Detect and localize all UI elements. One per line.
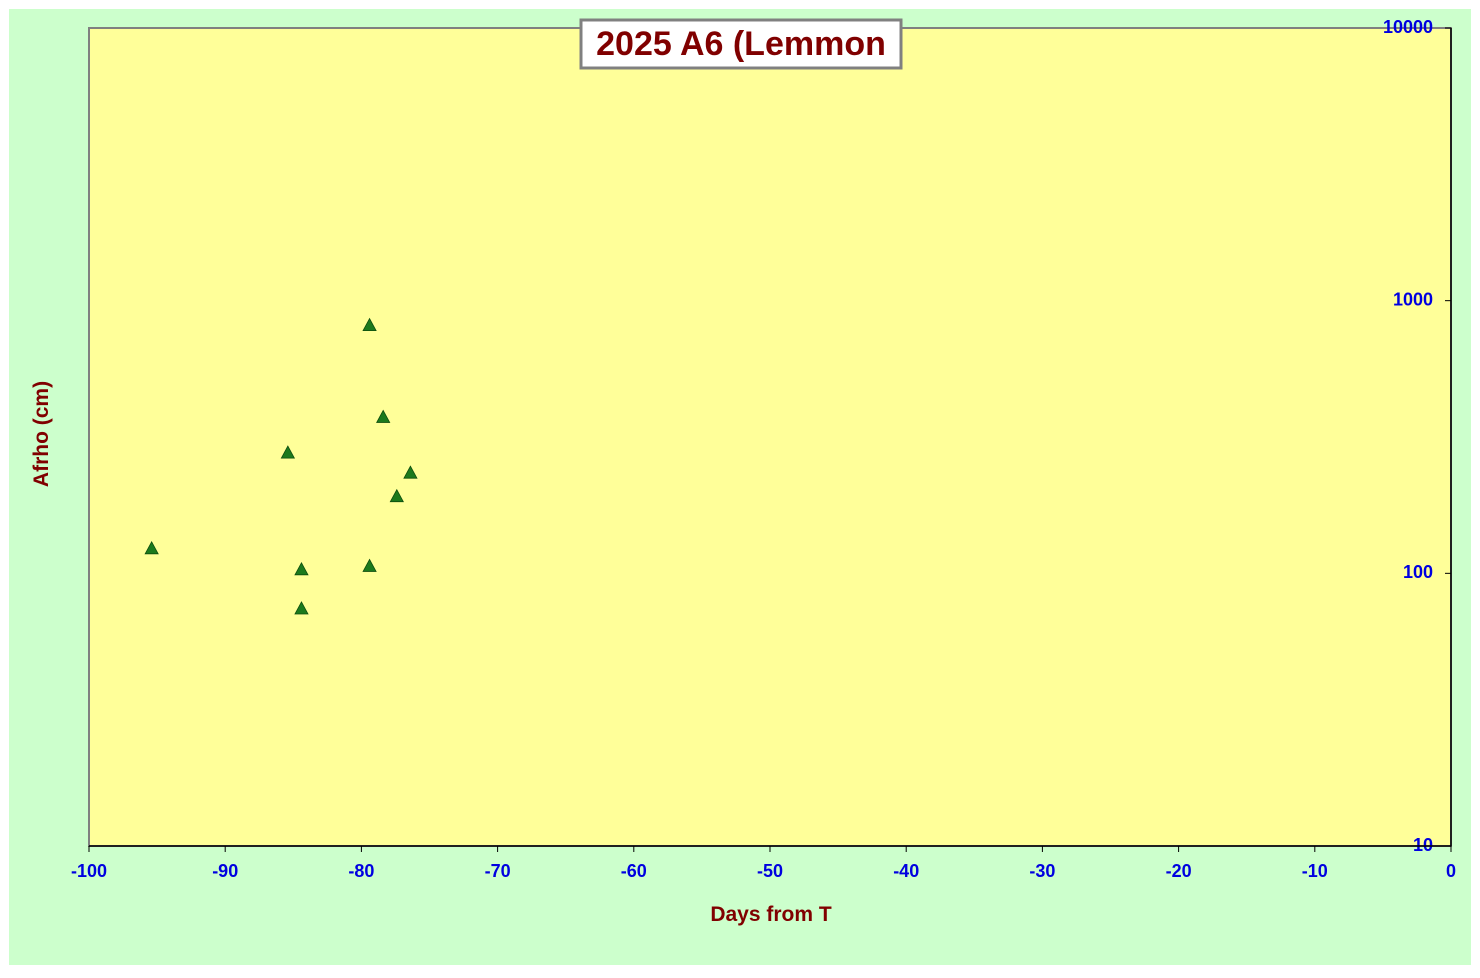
point <box>376 409 391 423</box>
y-tick-label: 10 <box>1413 835 1433 855</box>
x-tick-label: -70 <box>485 861 511 881</box>
point <box>144 540 159 555</box>
x-tick-label: 0 <box>1446 861 1456 881</box>
point <box>280 445 296 459</box>
point <box>362 317 377 332</box>
x-tick-label: -90 <box>212 861 238 881</box>
point <box>362 558 377 572</box>
chart-title: 2025 A6 (Lemmon <box>596 25 886 63</box>
x-tick-label: -20 <box>1166 861 1192 881</box>
title-box <box>579 18 903 70</box>
x-tick-label: -10 <box>1302 861 1328 881</box>
y-tick-label: 1000 <box>1393 289 1433 309</box>
y-tick-label: 10000 <box>1383 17 1433 37</box>
plot-area <box>88 27 1452 847</box>
x-tick-label: -50 <box>757 861 783 881</box>
x-tick-label: -100 <box>71 861 107 881</box>
x-tick-label: -40 <box>893 861 919 881</box>
point <box>403 465 418 479</box>
y-tick-label: 100 <box>1403 562 1433 582</box>
x-axis-title: Days from T <box>710 903 832 926</box>
point <box>389 488 404 503</box>
y-axis-title: Afrho (cm) <box>30 381 53 487</box>
x-tick-label: -80 <box>348 861 374 881</box>
x-tick-label: -60 <box>621 861 647 881</box>
point <box>294 561 309 576</box>
point <box>294 601 309 615</box>
x-tick-label: -30 <box>1029 861 1055 881</box>
